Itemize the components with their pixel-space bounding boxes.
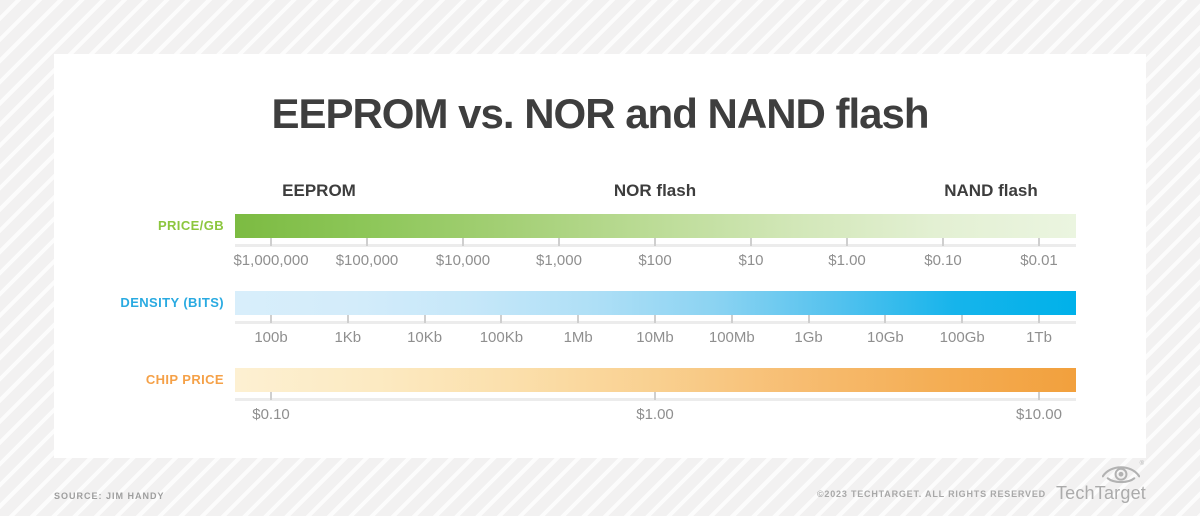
column-headers: EEPROM NOR flash NAND flash bbox=[235, 181, 1076, 203]
axis-line bbox=[235, 315, 1076, 324]
axis-tick-label: $0.10 bbox=[924, 252, 962, 269]
axis-tick-label: $1,000 bbox=[536, 252, 582, 269]
axis-tick bbox=[366, 238, 368, 246]
axis-tick-label: 1Kb bbox=[334, 329, 362, 346]
axis-tick bbox=[270, 392, 272, 400]
axis-tick bbox=[750, 238, 752, 246]
copyright-text: ©2023 TECHTARGET. ALL RIGHTS RESERVED bbox=[817, 489, 1046, 499]
axis-tick-label: 100Kb bbox=[479, 329, 524, 346]
axis-tick bbox=[1038, 238, 1040, 246]
axis-tick-label: 100Gb bbox=[939, 329, 985, 346]
axis-tick-label: $100 bbox=[638, 252, 672, 269]
axis-tick bbox=[654, 238, 656, 246]
axis-tick-label: $10 bbox=[738, 252, 764, 269]
axis-tick-label: 1Mb bbox=[563, 329, 593, 346]
scale-row-price-per-gb: PRICE/GB $1,000,000 $100,000 $10,000 $1,000… bbox=[54, 214, 1146, 274]
axis-tick bbox=[558, 238, 560, 246]
axis-tick-label: $100,000 bbox=[335, 252, 399, 269]
axis-tick-label: $10.00 bbox=[1016, 406, 1062, 423]
column-header-nor-flash: NOR flash bbox=[613, 181, 697, 200]
axis-tick bbox=[654, 392, 656, 400]
axis-tick bbox=[1038, 392, 1040, 400]
footer-right: ©2023 TECHTARGET. ALL RIGHTS RESERVED ® … bbox=[817, 461, 1146, 504]
axis-tick-label: 10Gb bbox=[867, 329, 904, 346]
axis-tick-label: $1,000,000 bbox=[233, 252, 309, 269]
gradient-bar bbox=[235, 214, 1076, 238]
axis-tick-label: 10Mb bbox=[636, 329, 674, 346]
column-header-eeprom: EEPROM bbox=[282, 181, 356, 200]
axis-tick bbox=[500, 315, 503, 323]
axis-tick bbox=[654, 315, 656, 323]
axis-tick-label: $1.00 bbox=[636, 406, 674, 423]
row-label: CHIP PRICE bbox=[145, 372, 224, 387]
axis-tick-label: $0.10 bbox=[252, 406, 290, 423]
axis-tick-label: 100Mb bbox=[708, 329, 755, 346]
chart-card: EEPROM vs. NOR and NAND flash EEPROM NOR… bbox=[54, 54, 1146, 458]
axis-tick bbox=[346, 315, 349, 323]
axis-tick bbox=[270, 315, 272, 323]
axis-tick-label: $10,000 bbox=[435, 252, 491, 269]
axis-labels: $1,000,000 $100,000 $10,000 $1,000 $100 $10 $1… bbox=[233, 252, 1076, 270]
row-label: PRICE/GB bbox=[157, 218, 224, 233]
axis-tick bbox=[577, 315, 580, 323]
scale-row-density-bits: DENSITY (BITS) 100b 1Kb 10Kb 100Kb 1Mb 10Mb 10… bbox=[54, 291, 1146, 351]
axis-tick-label: 100b bbox=[254, 329, 288, 346]
axis-tick bbox=[961, 315, 964, 323]
scale-row-chip-price: CHIP PRICE $0.10 $1.00 $10.00 bbox=[54, 368, 1146, 428]
gradient-bar bbox=[235, 291, 1076, 315]
source-credit: SOURCE: JIM HANDY bbox=[54, 491, 165, 501]
registered-mark: ® bbox=[1139, 461, 1144, 467]
axis-line bbox=[235, 392, 1076, 401]
techtarget-logo: ® TechTarget bbox=[1055, 461, 1146, 504]
axis-labels: 100b 1Kb 10Kb 100Kb 1Mb 10Mb 100Mb 1Gb 10Gb 100Gb… bbox=[235, 329, 1076, 347]
chart-title: EEPROM vs. NOR and NAND flash bbox=[271, 90, 929, 137]
axis-tick bbox=[730, 315, 733, 323]
axis-tick-label: 1Tb bbox=[1026, 329, 1052, 346]
axis-tick-label: $0.01 bbox=[1020, 252, 1058, 269]
axis-tick bbox=[1038, 315, 1040, 323]
gradient-bar bbox=[235, 368, 1076, 392]
axis-tick bbox=[462, 238, 464, 246]
axis-labels: $0.10 $1.00 $10.00 bbox=[235, 406, 1076, 424]
axis-tick bbox=[846, 238, 848, 246]
logo-wordmark: TechTarget bbox=[1055, 483, 1146, 503]
row-label: DENSITY (BITS) bbox=[120, 295, 224, 310]
axis-tick bbox=[807, 315, 810, 323]
column-header-nand-flash: NAND flash bbox=[944, 181, 1038, 200]
axis-line bbox=[235, 238, 1076, 247]
eye-target-icon bbox=[1102, 466, 1140, 484]
axis-tick bbox=[942, 238, 944, 246]
axis-tick-label: 1Gb bbox=[794, 329, 823, 346]
axis-tick-label: $1.00 bbox=[828, 252, 866, 269]
axis-tick bbox=[270, 238, 272, 246]
axis-tick bbox=[423, 315, 426, 323]
axis-tick bbox=[884, 315, 887, 323]
axis-tick-label: 10Kb bbox=[407, 329, 443, 346]
